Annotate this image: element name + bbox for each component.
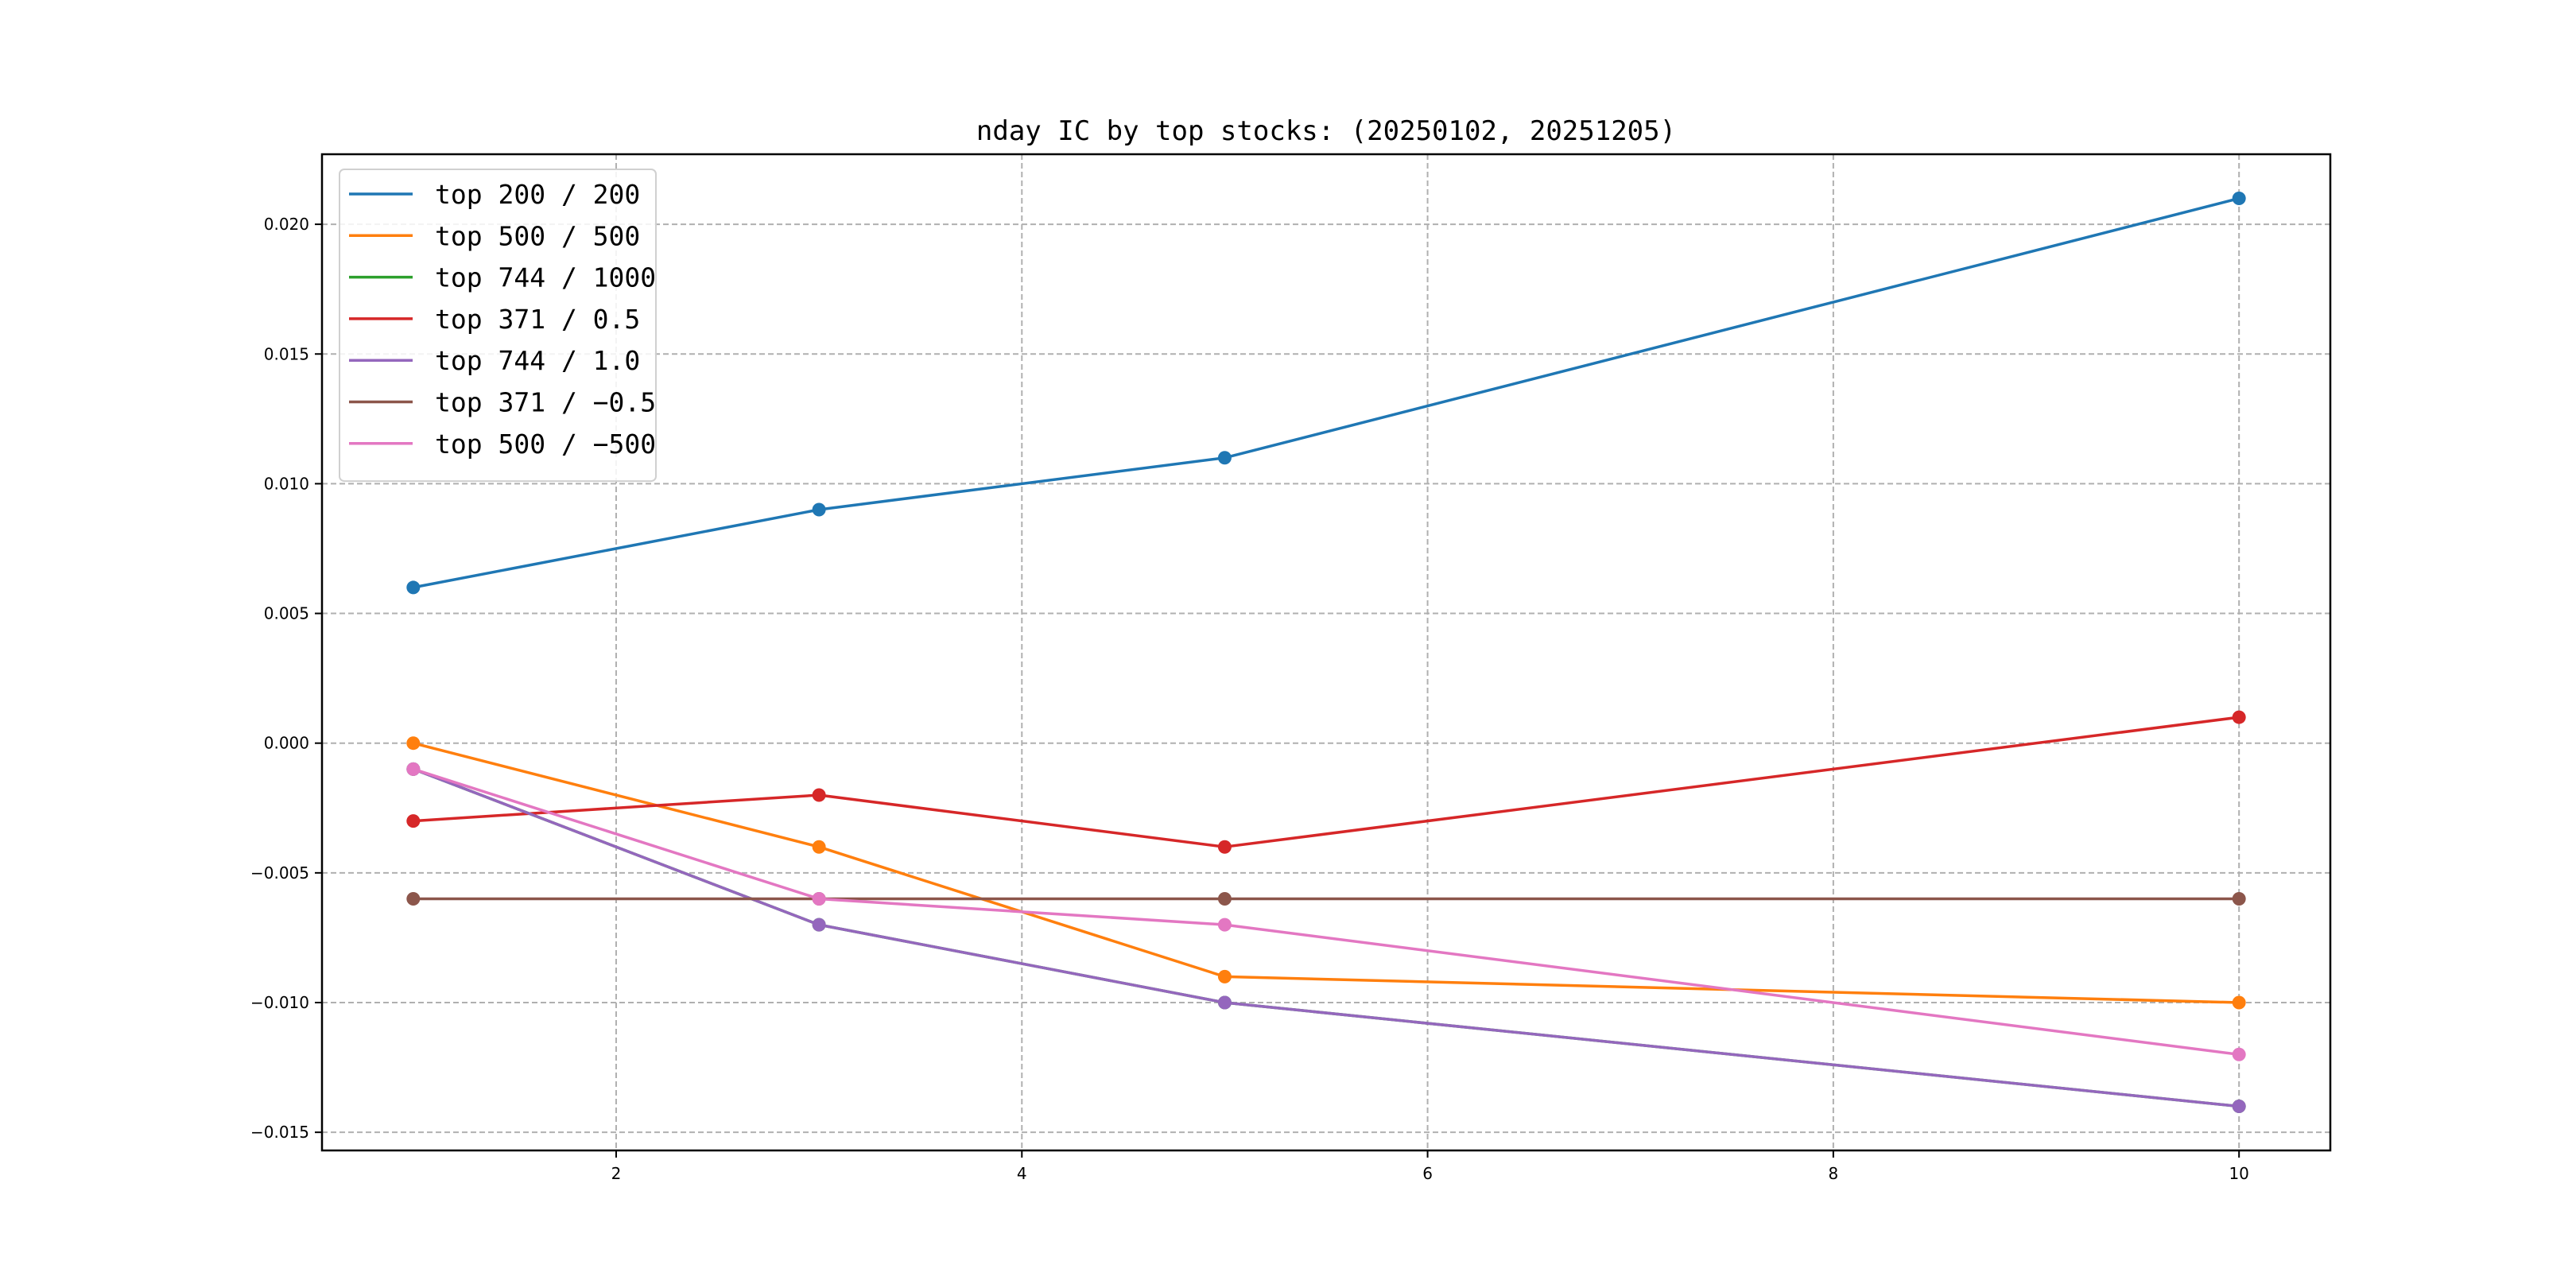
legend-entry: top 371 / −0.5 <box>349 387 656 418</box>
y-tick-label: −0.015 <box>250 1123 309 1142</box>
legend-label: top 744 / 1000 <box>435 262 656 293</box>
data-point <box>406 762 421 776</box>
y-tick-label: −0.010 <box>250 993 309 1012</box>
legend-frame <box>339 169 657 483</box>
data-point <box>812 502 826 517</box>
data-point <box>2232 1100 2246 1114</box>
y-tick-label: 0.010 <box>264 474 309 493</box>
legend-entry: top 744 / 1.0 <box>349 345 640 376</box>
legend-label: top 371 / 0.5 <box>435 304 640 335</box>
legend-label: top 371 / −0.5 <box>435 387 656 418</box>
x-axis: 2 4 6 8 10 <box>611 1150 2249 1183</box>
data-point <box>1217 451 1232 465</box>
y-tick-label: 0.000 <box>264 734 309 753</box>
series-line <box>413 716 2240 848</box>
data-point <box>1217 918 1232 932</box>
y-tick-label: 0.020 <box>264 215 309 234</box>
x-tick-label: 2 <box>611 1164 622 1183</box>
series-line <box>413 767 2240 1108</box>
data-point <box>1217 840 1232 854</box>
data-point <box>2232 891 2246 906</box>
legend-entry: top 744 / 1000 <box>349 262 656 293</box>
series-line <box>413 196 2240 589</box>
legend-label: top 200 / 200 <box>435 179 640 210</box>
y-tick-label: −0.005 <box>250 863 309 883</box>
legend-entry: top 371 / 0.5 <box>349 304 640 335</box>
legend-entry: top 500 / 500 <box>349 220 640 251</box>
data-point <box>406 814 421 828</box>
x-tick-label: 6 <box>1422 1164 1433 1183</box>
data-point <box>1217 891 1232 906</box>
data-point <box>812 788 826 802</box>
x-tick-label: 8 <box>1829 1164 1839 1183</box>
data-point <box>2232 1047 2246 1061</box>
data-point <box>812 918 826 932</box>
data-point <box>2232 710 2246 724</box>
data-point <box>2232 995 2246 1010</box>
y-tick-label: 0.015 <box>264 344 309 363</box>
grid <box>322 154 2330 1150</box>
legend-label: top 744 / 1.0 <box>435 345 640 376</box>
x-tick-label: 4 <box>1017 1164 1027 1183</box>
legend-entry: top 500 / −500 <box>349 429 656 460</box>
data-point <box>2232 191 2246 205</box>
legend-label: top 500 / 500 <box>435 220 640 251</box>
data-point <box>812 891 826 906</box>
series-line <box>413 767 2240 1057</box>
data-point <box>406 580 421 595</box>
data-point <box>812 840 826 854</box>
data-point <box>1217 969 1232 983</box>
x-tick-label: 10 <box>2229 1164 2248 1183</box>
series-3 <box>406 710 2246 854</box>
series-lines <box>406 191 2246 1114</box>
plot-area-frame <box>320 153 2332 1152</box>
chart-title: nday IC by top stocks: (20250102, 202512… <box>976 115 1676 147</box>
legend-label: top 500 / −500 <box>435 429 656 460</box>
data-point <box>1217 995 1232 1010</box>
y-axis: −0.015 −0.010 −0.005 0.000 0.005 0.010 0.015 0.… <box>250 215 322 1142</box>
series-0 <box>406 191 2246 595</box>
data-point <box>406 736 421 751</box>
data-point <box>406 891 421 906</box>
y-tick-label: 0.005 <box>264 604 309 623</box>
series-6 <box>406 762 2246 1061</box>
legend: top 200 / 200 top 500 / 500 top 744 / 1000… <box>339 169 657 483</box>
legend-entry: top 200 / 200 <box>349 179 640 210</box>
